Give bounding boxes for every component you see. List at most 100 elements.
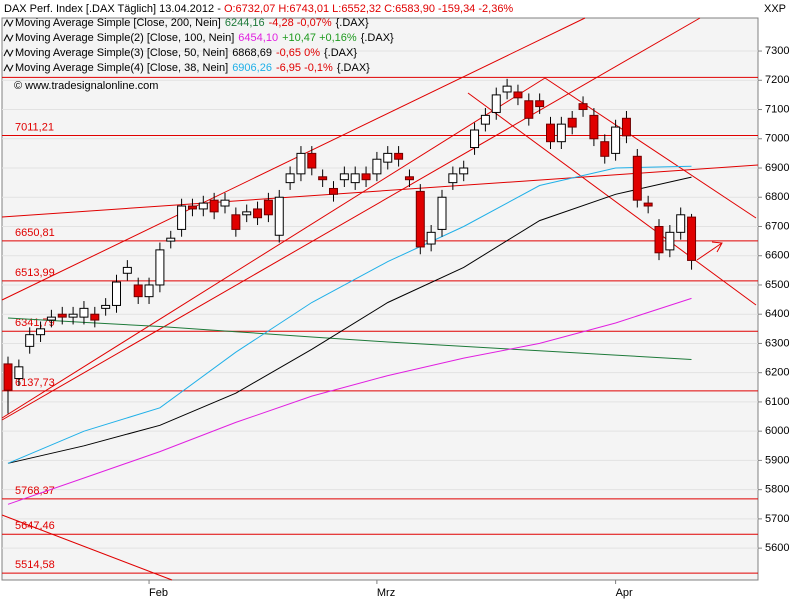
legend-icon (3, 33, 14, 43)
y-tick-label: 7300 (765, 45, 789, 57)
legend-value: 6868,69 (232, 47, 272, 59)
candle-body (676, 214, 686, 233)
header-name: DAX Perf. Index [.DAX Täglich] (4, 3, 156, 15)
candle-body (3, 363, 13, 391)
candle-body (36, 328, 46, 336)
watermark: © www.tradesignalonline.com (14, 80, 158, 92)
header: DAX Perf. Index [.DAX Täglich] 13.04.201… (4, 3, 513, 15)
y-tick-label: 7200 (765, 74, 789, 86)
x-tick-label: Feb (149, 587, 168, 599)
candle-body (437, 196, 447, 230)
trend-line (467, 92, 757, 306)
candle-body (112, 281, 121, 306)
candle-body (253, 208, 263, 219)
moving-averages (7, 165, 692, 505)
y-tick-label: 6900 (765, 162, 789, 174)
candle-body (480, 114, 490, 125)
trend-lines (1, 17, 759, 581)
y-tick-label: 6800 (765, 191, 789, 203)
legend-change: -0,65 0% (276, 47, 320, 59)
candle-body (567, 117, 577, 128)
candle-body (665, 231, 675, 251)
x-tick-label: Mrz (377, 587, 395, 599)
candle-body (372, 158, 382, 175)
legend-suffix: {.DAX} (336, 17, 369, 29)
y-tick-label: 6000 (765, 425, 789, 437)
y-tick-label: 7100 (765, 103, 789, 115)
candle-body (79, 307, 89, 318)
candle-body (513, 91, 523, 99)
candle-body (632, 155, 642, 201)
trend-line (1, 77, 546, 419)
trend-line (544, 77, 757, 219)
candle-body (546, 123, 555, 143)
ma-line (7, 165, 692, 464)
candle-body (589, 114, 599, 140)
candle-body (122, 266, 132, 274)
candles (3, 78, 697, 414)
candle-body (90, 313, 100, 321)
candle-body (198, 202, 208, 210)
candle-body (307, 152, 317, 169)
candle-body (209, 199, 219, 213)
candle-body (242, 211, 252, 216)
y-tick-label: 5900 (765, 454, 789, 466)
x-tick-label: Apr (616, 587, 633, 599)
header-date: 13.04.2012 - (159, 3, 221, 15)
legend-icon (3, 63, 14, 73)
legend-suffix: {.DAX} (324, 47, 357, 59)
legend-change: +10,47 +0,16% (282, 32, 357, 44)
candle-body (155, 249, 165, 286)
candle-body (166, 237, 176, 242)
candle-body (643, 202, 653, 207)
candle-body (470, 129, 480, 149)
candle-body (600, 141, 610, 157)
candle-body (220, 199, 230, 207)
y-tick-label: 6700 (765, 220, 789, 232)
legend-entry: Moving Average Simple [Close, 200, Nein]… (15, 17, 369, 29)
candle-body (687, 216, 697, 261)
legend-name: Moving Average Simple(4) [Close, 38, Nei… (15, 62, 228, 74)
candle-body (296, 152, 306, 175)
level-label: 6137,73 (15, 377, 55, 389)
candle-body (68, 313, 78, 318)
candle-body (426, 231, 436, 245)
legend-suffix: {.DAX} (361, 32, 394, 44)
trend-line (1, 17, 586, 301)
header-ohlc: O:6732,07 H:6743,01 L:6552,32 C:6583,90 … (224, 3, 513, 15)
candle-body (133, 284, 143, 298)
candle-body (144, 284, 154, 298)
y-tick-label: 6500 (765, 279, 789, 291)
y-tick-label: 5800 (765, 484, 789, 496)
candle-body (524, 100, 534, 119)
candle-body (57, 313, 67, 318)
candle-body (285, 173, 295, 184)
legend-value: 6454,10 (238, 32, 278, 44)
y-tick-label: 6600 (765, 250, 789, 262)
legend: Moving Average Simple [Close, 200, Nein]… (3, 17, 394, 74)
ma-line (7, 176, 692, 464)
candle-body (404, 176, 414, 181)
level-label: 5647,46 (15, 520, 55, 532)
level-label: 5514,58 (15, 559, 55, 571)
axes: 5600 5700 5800 5900 6000 6100 6200 6300 6400 6500… (148, 45, 789, 599)
candle-body (187, 205, 197, 210)
candle-body (621, 117, 631, 137)
ma-line (7, 297, 692, 505)
y-tick-label: 5600 (765, 542, 789, 554)
axis-corner-label: XXP (764, 3, 786, 15)
legend-icon (3, 18, 14, 28)
candle-body (231, 214, 241, 230)
candle-body (654, 225, 664, 254)
legend-suffix: {.DAX} (337, 62, 370, 74)
candle-body (177, 205, 187, 230)
y-tick-label: 6200 (765, 367, 789, 379)
candle-body (329, 187, 338, 195)
level-label: 6513,99 (15, 267, 55, 279)
legend-change: -6,95 -0,1% (276, 62, 333, 74)
candle-body (459, 167, 469, 175)
trend-line (1, 17, 701, 421)
trend-line (1, 164, 759, 218)
candle-body (274, 196, 284, 236)
